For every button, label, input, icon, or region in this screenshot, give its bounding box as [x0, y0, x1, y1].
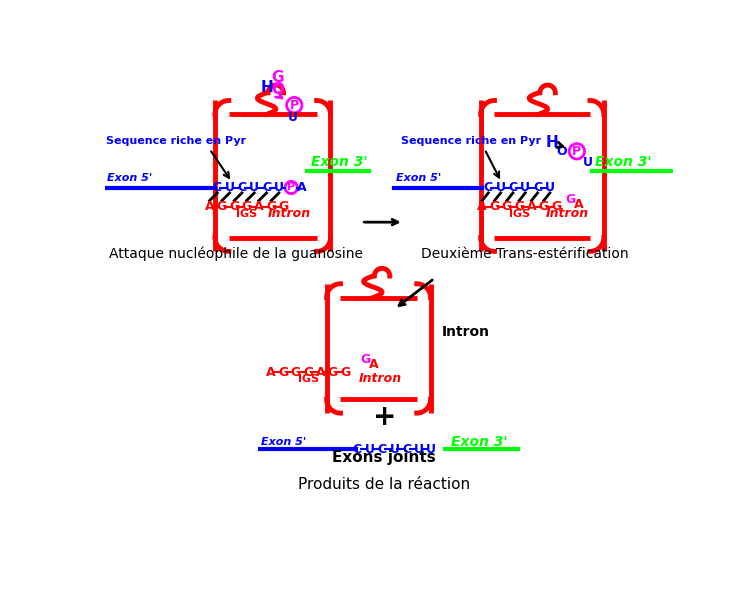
Text: C: C: [262, 181, 272, 194]
Text: A: A: [254, 200, 264, 213]
Text: O: O: [271, 82, 284, 97]
Text: IGS: IGS: [509, 209, 530, 219]
Text: G: G: [328, 366, 338, 379]
Text: U: U: [274, 181, 284, 194]
Text: H: H: [261, 80, 274, 95]
Text: C: C: [237, 181, 247, 194]
Text: P: P: [287, 182, 296, 193]
Text: C: C: [213, 181, 222, 194]
Text: G: G: [502, 200, 512, 213]
Text: G: G: [489, 200, 500, 213]
Text: P: P: [290, 98, 298, 112]
Text: Intron: Intron: [545, 207, 589, 220]
Text: G: G: [303, 366, 313, 379]
Text: O: O: [556, 145, 567, 158]
Text: Attaque nucléophile de la guanosine: Attaque nucléophile de la guanosine: [109, 247, 363, 262]
Text: G: G: [229, 200, 239, 213]
Text: U: U: [249, 181, 259, 194]
Text: C: C: [402, 443, 411, 456]
Text: Exon 3': Exon 3': [311, 155, 368, 169]
Text: G: G: [278, 366, 289, 379]
Text: A: A: [205, 200, 214, 213]
Text: G: G: [271, 70, 284, 85]
Text: G: G: [551, 200, 561, 213]
Text: U: U: [414, 443, 424, 456]
Text: G: G: [217, 200, 227, 213]
Text: C: C: [377, 443, 387, 456]
Text: IGS: IGS: [236, 209, 257, 219]
Text: A: A: [526, 200, 536, 213]
Text: H: H: [546, 134, 559, 149]
Text: A: A: [369, 358, 379, 371]
Text: Exon 5': Exon 5': [261, 437, 307, 446]
Text: U: U: [389, 443, 400, 456]
Text: IGS: IGS: [298, 374, 319, 385]
Text: U: U: [288, 111, 298, 124]
Text: G: G: [361, 353, 370, 367]
Text: P: P: [572, 145, 581, 158]
Text: C: C: [484, 181, 493, 194]
Text: U: U: [583, 157, 592, 169]
Text: U: U: [426, 443, 436, 456]
Text: U: U: [364, 443, 375, 456]
Text: C: C: [533, 181, 542, 194]
Text: C: C: [352, 443, 362, 456]
Text: G: G: [242, 200, 252, 213]
Text: A: A: [477, 200, 487, 213]
Text: U: U: [496, 181, 506, 194]
Text: A: A: [297, 181, 307, 194]
Text: Exon 3': Exon 3': [595, 155, 651, 169]
Text: A: A: [574, 198, 584, 211]
Text: G: G: [266, 200, 276, 213]
Text: Sequence riche en Pyr: Sequence riche en Pyr: [400, 136, 541, 146]
Text: +: +: [373, 403, 396, 431]
Text: Exon 3': Exon 3': [452, 434, 508, 449]
Text: Exon 5': Exon 5': [396, 173, 441, 183]
Text: Intron: Intron: [359, 373, 402, 385]
Text: G: G: [291, 366, 301, 379]
Text: Sequence riche en Pyr: Sequence riche en Pyr: [106, 136, 247, 146]
Text: Deuxième Trans-estérification: Deuxième Trans-estérification: [422, 247, 629, 262]
Text: G: G: [566, 193, 575, 206]
Text: A: A: [266, 366, 276, 379]
Text: Intron: Intron: [442, 325, 490, 339]
Text: C: C: [509, 181, 518, 194]
Text: A: A: [316, 366, 326, 379]
Text: G: G: [514, 200, 524, 213]
Text: G: G: [278, 200, 289, 213]
Text: U: U: [545, 181, 555, 194]
Text: Exon 5': Exon 5': [107, 173, 152, 183]
Text: Exons joints: Exons joints: [332, 451, 436, 466]
Text: Produits de la réaction: Produits de la réaction: [298, 478, 470, 493]
Text: G: G: [340, 366, 350, 379]
Text: G: G: [538, 200, 549, 213]
Text: U: U: [224, 181, 235, 194]
Text: U: U: [520, 181, 530, 194]
Text: Intron: Intron: [268, 207, 311, 220]
